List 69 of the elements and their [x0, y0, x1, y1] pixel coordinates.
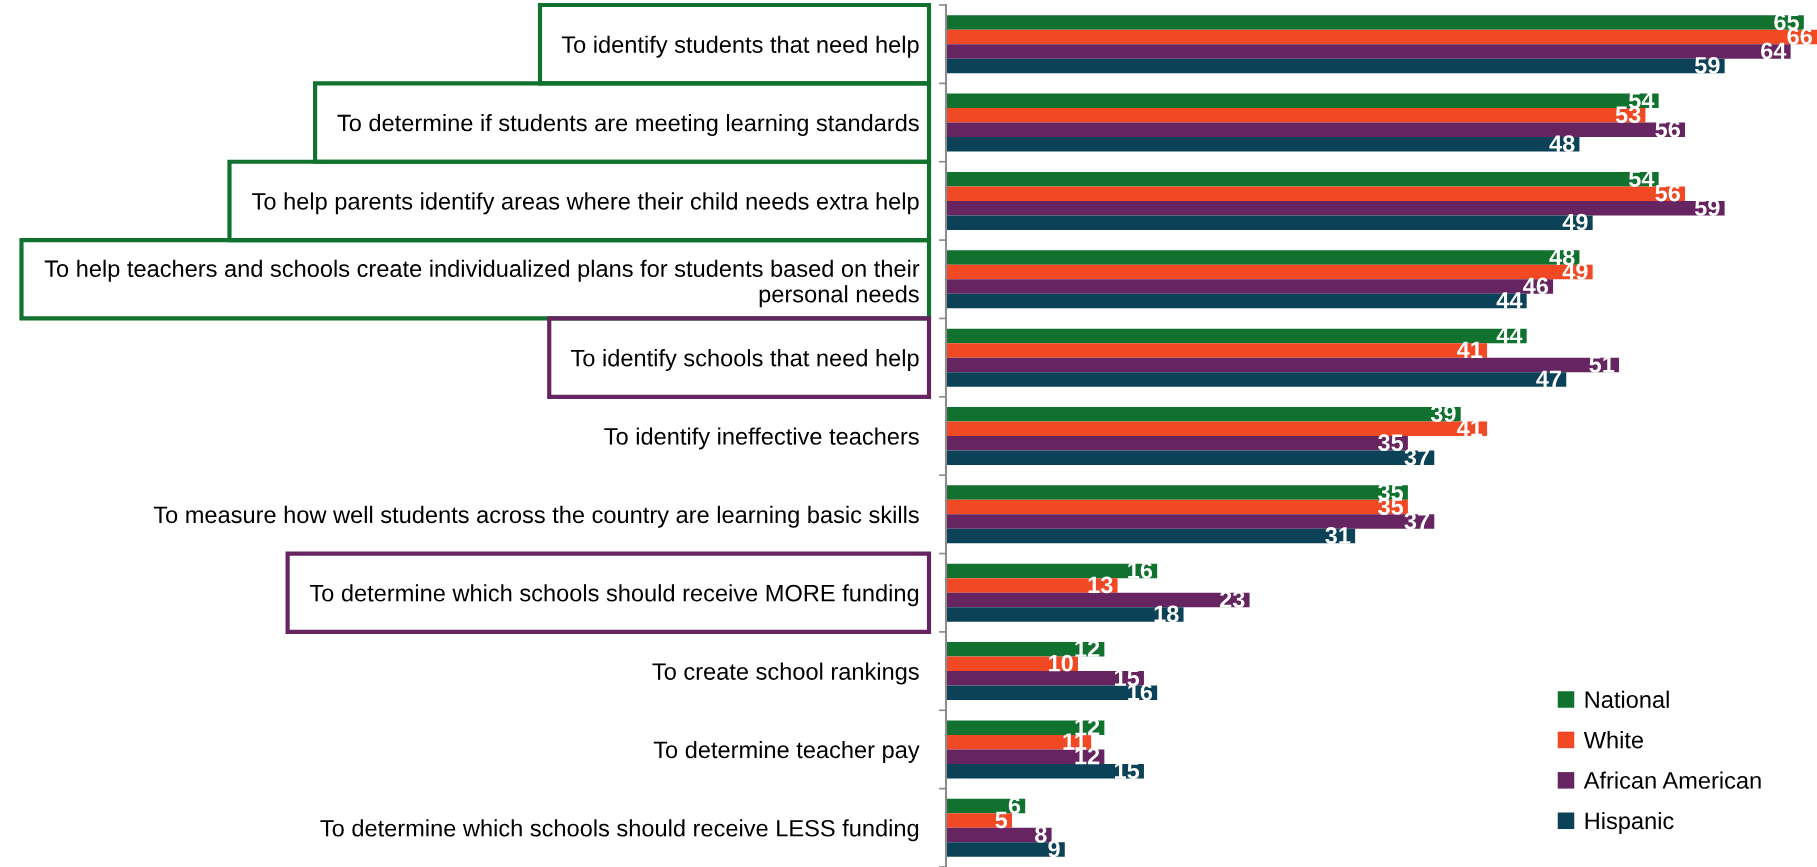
bar — [946, 372, 1567, 387]
bar — [946, 763, 1144, 779]
bar — [946, 137, 1580, 152]
bar — [946, 58, 1725, 74]
bar — [946, 15, 1804, 30]
y-tick-label: To help teachers and schools create individualized plans for students based on their personal needs — [44, 259, 920, 308]
bar — [946, 485, 1408, 500]
bar — [946, 421, 1488, 436]
y-tick-label: To determine teacher pay — [653, 740, 920, 763]
data-label: 48 — [1549, 135, 1575, 153]
y-tick-label: To determine if students are meeting learning standards — [337, 113, 919, 136]
bar — [946, 293, 1527, 309]
bar — [946, 578, 1118, 593]
y-tick-label: To help parents identify areas where their child needs extra help — [252, 192, 919, 215]
y-tick-label: To determine which schools should receive MORE funding — [309, 584, 919, 607]
data-label: 6 — [1008, 797, 1021, 814]
data-label: 9 — [1048, 840, 1060, 858]
y-tick-label: To identify ineffective teachers — [604, 427, 919, 450]
data-label: 64 — [1761, 42, 1787, 60]
data-label: 44 — [1496, 292, 1523, 309]
data-label: 8 — [1035, 826, 1047, 843]
bar — [946, 749, 1105, 764]
legend-label: African American — [1583, 771, 1761, 789]
bar — [946, 279, 1554, 294]
data-label: 44 — [1496, 327, 1523, 344]
y-tick-label: To determine which schools should receive LESS funding — [320, 819, 919, 842]
legend-label: White — [1583, 731, 1644, 749]
data-label: 13 — [1088, 576, 1113, 594]
bar — [946, 108, 1646, 123]
data-label: 41 — [1457, 341, 1483, 358]
bar — [946, 171, 1659, 187]
data-label: 10 — [1049, 654, 1073, 672]
y-tick-label: To identify schools that need help — [571, 349, 919, 372]
data-label: 41 — [1457, 420, 1483, 437]
legend-label: National — [1585, 690, 1669, 708]
bar — [946, 215, 1593, 230]
legend-label: Hispanic — [1585, 811, 1674, 834]
bar — [946, 671, 1144, 686]
data-label: 18 — [1154, 605, 1179, 623]
bar — [946, 842, 1065, 857]
data-label: 59 — [1694, 56, 1720, 74]
bar — [946, 450, 1435, 465]
bar — [946, 813, 1012, 828]
bar — [946, 499, 1408, 515]
bar — [946, 436, 1408, 451]
data-label: 47 — [1536, 370, 1562, 387]
y-tick-label: To create school rankings — [652, 662, 919, 685]
data-label: 12 — [1075, 747, 1100, 765]
data-label: 46 — [1522, 277, 1549, 295]
data-label: 31 — [1325, 527, 1351, 544]
data-label: 16 — [1128, 561, 1153, 579]
data-label: 23 — [1219, 590, 1245, 608]
y-tick-label: To measure how well students across the country are learning basic skills — [153, 505, 919, 528]
bar — [946, 685, 1158, 701]
data-label: 5 — [995, 811, 1008, 829]
bar — [946, 186, 1686, 201]
data-label: 16 — [1128, 683, 1153, 701]
bar — [946, 44, 1791, 59]
bar — [946, 407, 1461, 422]
bar — [946, 343, 1488, 358]
bar — [946, 528, 1356, 544]
data-label: 53 — [1615, 106, 1641, 124]
bar — [946, 250, 1580, 265]
data-label: 49 — [1562, 213, 1588, 231]
bar — [946, 720, 1105, 735]
bar — [946, 607, 1184, 622]
data-label: 35 — [1378, 434, 1404, 452]
bar — [946, 514, 1435, 529]
y-tick-label: To identify students that need help — [561, 35, 919, 58]
